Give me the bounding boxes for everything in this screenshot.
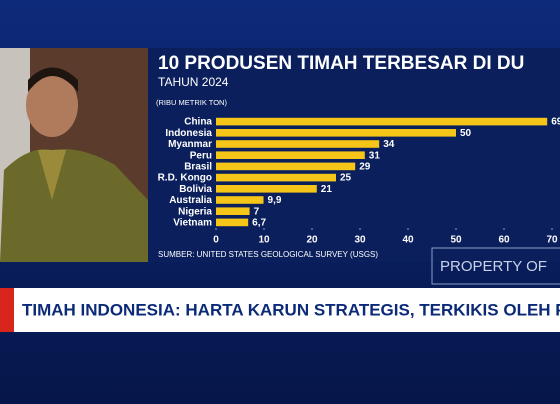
bar <box>216 129 456 137</box>
bar <box>216 173 336 182</box>
bar <box>216 151 365 159</box>
value-label: 21 <box>321 184 333 195</box>
x-tick-label: 30 <box>354 235 366 246</box>
value-label: 6,7 <box>252 218 266 229</box>
value-label: 69 <box>551 117 560 128</box>
x-tick-label: 70 <box>546 235 558 246</box>
x-tick-label: 40 <box>402 235 414 246</box>
unit-label: (RIBU METRIK TON) <box>156 98 227 107</box>
banner-bar <box>0 288 560 332</box>
value-label: 31 <box>369 150 381 161</box>
value-label: 50 <box>460 128 472 139</box>
category-label: Myanmar <box>168 139 212 150</box>
value-label: 34 <box>383 139 395 150</box>
x-tick-label: 10 <box>258 235 270 246</box>
x-tick-label: 60 <box>498 235 510 246</box>
logo <box>0 288 14 332</box>
category-label: Indonesia <box>165 128 212 139</box>
category-label: Bolivia <box>179 184 212 195</box>
source: SUMBER: UNITED STATES GEOLOGICAL SURVEY … <box>158 250 378 259</box>
bar <box>216 117 548 126</box>
value-label: 29 <box>359 162 371 173</box>
watermark: PROPERTY OF <box>440 258 547 275</box>
category-label: Peru <box>190 150 212 161</box>
bar <box>216 218 249 227</box>
bar <box>216 140 380 148</box>
video-feed <box>0 48 148 262</box>
value-label: 9,9 <box>268 195 282 206</box>
bar <box>216 207 250 215</box>
category-label: Australia <box>169 195 212 206</box>
plot: 0 10 20 30 40 50 60 70 China 69 Indonesia 50 Myanmar… <box>158 117 560 246</box>
bar <box>216 162 356 171</box>
bar <box>216 185 317 193</box>
chart-title: 10 PRODUSEN TIMAH TERBESAR DI DU <box>158 53 524 74</box>
x-tick-label: 0 <box>213 235 219 246</box>
category-label: China <box>184 117 212 128</box>
x-tick-label: 20 <box>306 235 318 246</box>
bar <box>216 196 264 204</box>
x-tick-label: 50 <box>450 235 462 246</box>
watermark-box <box>431 247 560 285</box>
banner-text: TIMAH INDONESIA: HARTA KARUN STRATEGIS, … <box>22 300 560 319</box>
chart-subtitle: TAHUN 2024 <box>158 75 229 89</box>
category-label: Brasil <box>184 162 212 173</box>
category-label: R.D. Kongo <box>158 173 212 184</box>
category-label: Nigeria <box>178 206 212 217</box>
category-label: Vietnam <box>173 218 212 229</box>
value-label: 7 <box>254 206 260 217</box>
value-label: 25 <box>340 173 352 184</box>
